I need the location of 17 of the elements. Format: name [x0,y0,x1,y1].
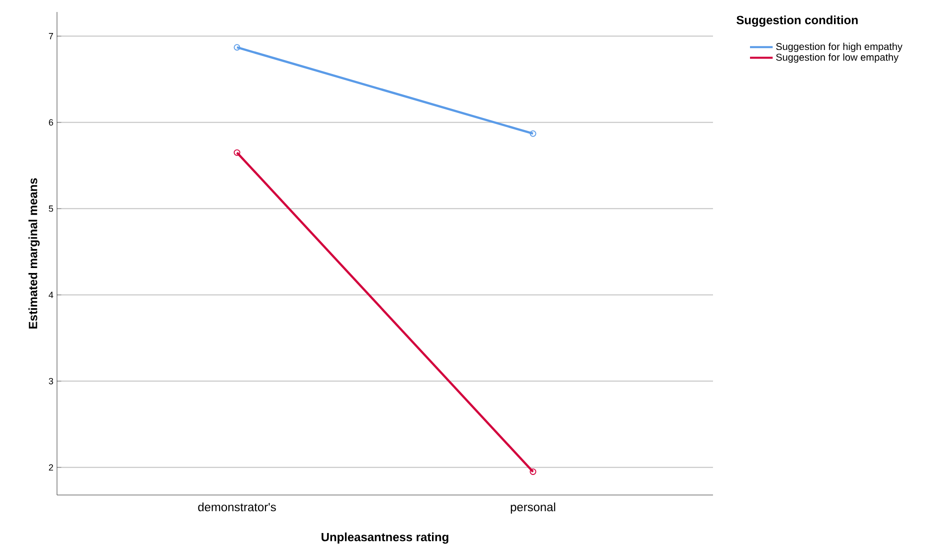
point [234,44,240,51]
y-axis-title: Estimated marginal means [28,178,40,328]
x-axis-title: Unpleasantness rating [322,532,448,544]
y-tick-label: 6 [48,119,54,126]
point [530,468,536,475]
y-tick-label: 3 [48,378,54,384]
point [234,149,240,156]
legend-label: Suggestion for high empathy [776,42,902,52]
y-tick-label: 2 [48,464,54,471]
y-tick-label: 5 [48,206,54,212]
x-tick-label: personal [510,502,556,514]
legend-label: Suggestion for low empathy [776,53,899,63]
y-tick-label: 7 [48,33,54,40]
x-tick-label: demonstrator's [198,502,276,512]
legend-title: Suggestion condition [736,16,858,27]
y-tick-label: 4 [48,292,54,298]
point [530,130,536,137]
